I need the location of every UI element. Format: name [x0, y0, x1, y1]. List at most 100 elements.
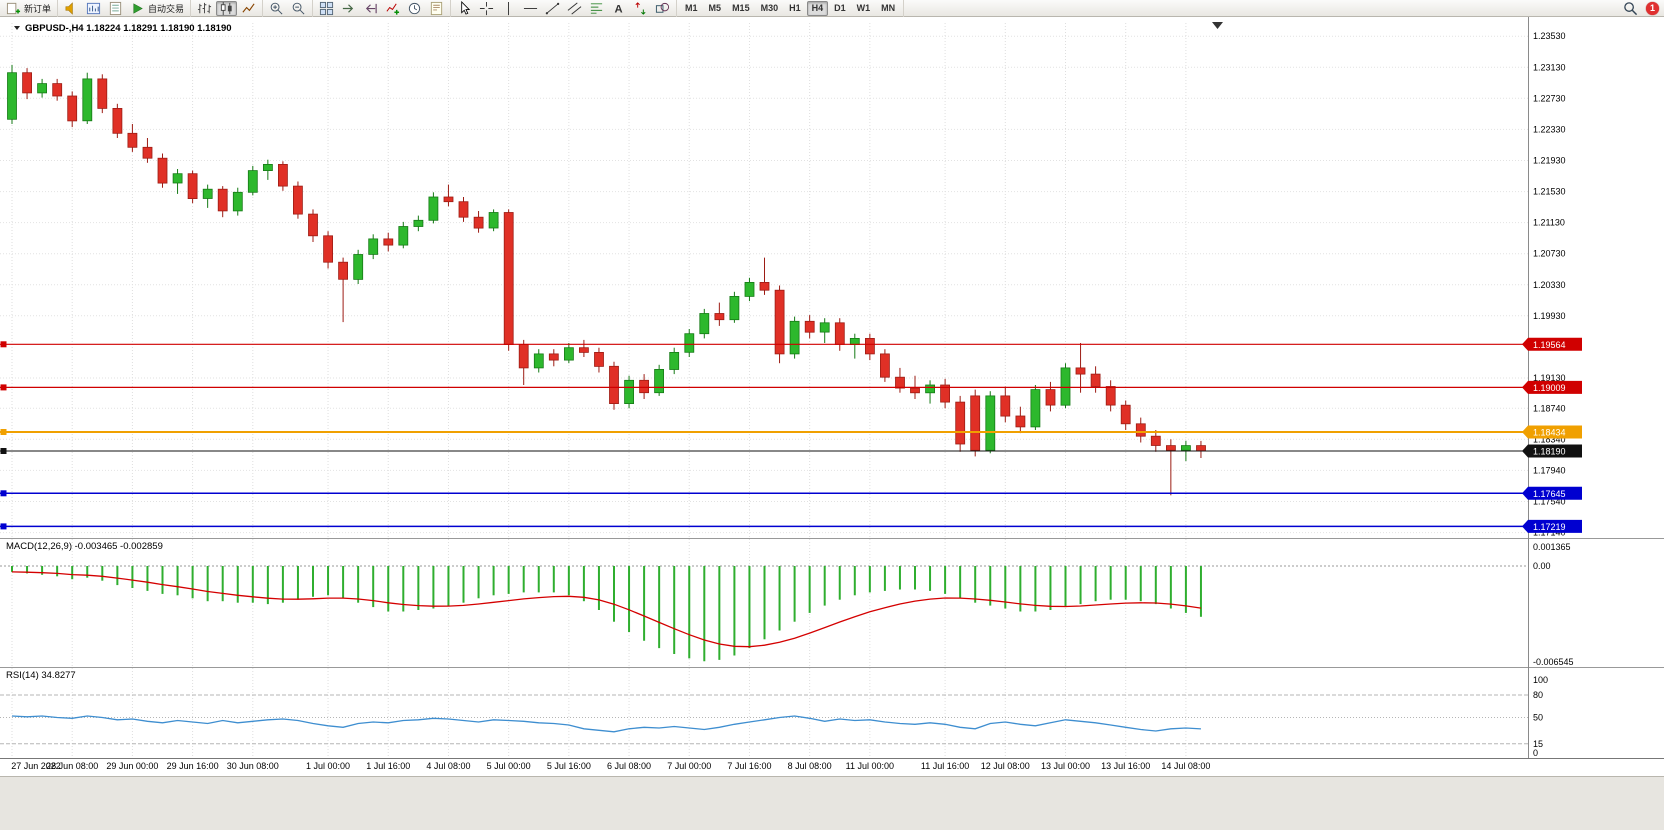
tf-mn-button[interactable]: MN [876, 1, 900, 16]
channel-button[interactable] [564, 1, 585, 16]
clock-icon [408, 2, 421, 14]
toolbar-right: 1 [1620, 1, 1664, 16]
svg-text:29 Jun 00:00: 29 Jun 00:00 [106, 761, 158, 771]
tf-w1-button[interactable]: W1 [852, 1, 876, 16]
tf-m1-button[interactable]: M1 [680, 1, 703, 16]
rsi-indicator-label: RSI(14) 34.8277 [6, 670, 76, 681]
svg-text:27 Jun 2022: 27 Jun 2022 [11, 761, 61, 771]
market-watch-button[interactable] [83, 1, 104, 16]
trendline-button[interactable] [542, 1, 563, 16]
svg-text:11 Jul 00:00: 11 Jul 00:00 [846, 761, 894, 771]
new-order-button[interactable]: 新订单 [3, 1, 54, 16]
tf-d1-button[interactable]: D1 [829, 1, 851, 16]
price-line-tags[interactable]: 1.19564 1.19009 1.18434 1.18190 1.17645 1.172… [1522, 337, 1582, 533]
auto-trading-button[interactable]: 自动交易 [127, 1, 187, 16]
candlestick-icon [220, 1, 232, 15]
chart-shift-button[interactable] [360, 1, 381, 16]
zoom-out-button[interactable] [288, 1, 309, 16]
line-chart-button[interactable] [238, 1, 259, 16]
svg-text:1.17540: 1.17540 [1533, 497, 1566, 507]
svg-text:5 Jul 00:00: 5 Jul 00:00 [487, 761, 531, 771]
svg-text:13 Jul 16:00: 13 Jul 16:00 [1101, 761, 1150, 771]
candle-bodies [7, 72, 1206, 452]
svg-text:1.20330: 1.20330 [1533, 280, 1566, 290]
tf-h1-button-label: H1 [789, 3, 801, 13]
chart-symbol-title: GBPUSD-,H4 1.18224 1.18291 1.18190 1.181… [14, 23, 232, 34]
vertical-line-button[interactable] [498, 1, 519, 16]
order-group: 新订单 [0, 0, 59, 17]
templates-button[interactable] [426, 1, 447, 16]
sound-button[interactable] [61, 1, 82, 16]
tile-windows-button[interactable] [316, 1, 337, 16]
tile-windows-icon [319, 1, 334, 15]
svg-text:1.21930: 1.21930 [1533, 156, 1566, 166]
svg-text:1.17940: 1.17940 [1533, 465, 1566, 475]
svg-text:1.17219: 1.17219 [1533, 522, 1566, 532]
search-button[interactable] [1620, 1, 1641, 16]
text-icon: A [614, 3, 622, 15]
svg-text:0.00: 0.00 [1533, 561, 1551, 571]
arrows-button[interactable] [630, 1, 651, 16]
tf-m5-button[interactable]: M5 [704, 1, 727, 16]
indicators-icon [386, 3, 400, 15]
search-icon [1624, 1, 1638, 15]
tf-h1-button[interactable]: H1 [784, 1, 806, 16]
svg-text:1.21130: 1.21130 [1533, 218, 1565, 228]
tf-m15-button[interactable]: M15 [727, 1, 755, 16]
tf-m5-button-label: M5 [708, 3, 722, 13]
sound-icon [65, 1, 73, 15]
svg-text:5 Jul 16:00: 5 Jul 16:00 [547, 761, 591, 771]
notification-badge[interactable]: 1 [1646, 1, 1659, 15]
candlestick-chart-button[interactable] [216, 0, 238, 16]
svg-text:1.20730: 1.20730 [1533, 249, 1566, 259]
svg-text:1.21530: 1.21530 [1533, 187, 1566, 197]
horizontal-price-lines[interactable] [0, 341, 1528, 530]
svg-text:14 Jul 08:00: 14 Jul 08:00 [1161, 761, 1210, 771]
bar-chart-button[interactable] [194, 1, 215, 16]
svg-text:1.23530: 1.23530 [1533, 31, 1566, 41]
svg-text:1.18740: 1.18740 [1533, 403, 1566, 413]
tf-m30-button[interactable]: M30 [756, 1, 784, 16]
main-toolbar: 新订单 自动交易 A M1 M5 M15 M30 H1 H4 D1 W1 MN 1 [0, 0, 1664, 17]
crosshair-button[interactable] [476, 1, 497, 16]
svg-text:1.19130: 1.19130 [1533, 373, 1566, 383]
data-window-button[interactable] [105, 1, 126, 16]
macd-histogram [11, 566, 1202, 662]
cursor-button[interactable] [454, 0, 475, 16]
horizontal-line-button[interactable] [520, 1, 541, 16]
svg-text:1 Jul 16:00: 1 Jul 16:00 [366, 761, 410, 771]
periods-button[interactable] [404, 1, 425, 16]
auto-trading-icon [133, 2, 143, 14]
svg-text:1.22330: 1.22330 [1533, 124, 1566, 134]
tf-w1-button-label: W1 [856, 3, 871, 13]
svg-text:29 Jun 16:00: 29 Jun 16:00 [167, 761, 219, 771]
auto-scroll-button[interactable] [338, 1, 359, 16]
chart-shift-marker[interactable] [1212, 22, 1223, 29]
chart-collapse-icon[interactable] [14, 26, 20, 31]
svg-text:A: A [614, 3, 622, 15]
fibo-icon [590, 2, 603, 14]
tf-h4-button[interactable]: H4 [806, 0, 829, 16]
chart-canvas[interactable]: 1.23530 1.23130 1.22730 1.22330 1.21930 1.215… [0, 17, 1664, 776]
svg-text:12 Jul 08:00: 12 Jul 08:00 [981, 761, 1030, 771]
shapes-button[interactable] [652, 1, 673, 16]
svg-text:1.19009: 1.19009 [1533, 383, 1566, 393]
svg-text:0.001365: 0.001365 [1533, 542, 1571, 552]
zoom-out-icon [292, 2, 305, 14]
macd-signal-line [11, 571, 1202, 648]
svg-text:1.19930: 1.19930 [1533, 311, 1566, 321]
tf-h4-button-label: H4 [811, 3, 824, 13]
svg-text:1 Jul 00:00: 1 Jul 00:00 [306, 761, 350, 771]
window-footer [0, 776, 1664, 830]
price-axis[interactable]: 1.23530 1.23130 1.22730 1.22330 1.21930 1.215… [1533, 31, 1574, 758]
auto-scroll-icon [342, 3, 354, 13]
hline-icon [523, 7, 538, 9]
zoom-in-button[interactable] [266, 1, 287, 16]
svg-text:80: 80 [1533, 690, 1543, 700]
fibonacci-button[interactable] [586, 1, 607, 16]
svg-text:4 Jul 08:00: 4 Jul 08:00 [426, 761, 470, 771]
indicators-button[interactable] [382, 1, 403, 16]
text-button[interactable]: A [608, 1, 629, 16]
chart-window[interactable]: 1.23530 1.23130 1.22730 1.22330 1.21930 1.215… [0, 17, 1664, 776]
